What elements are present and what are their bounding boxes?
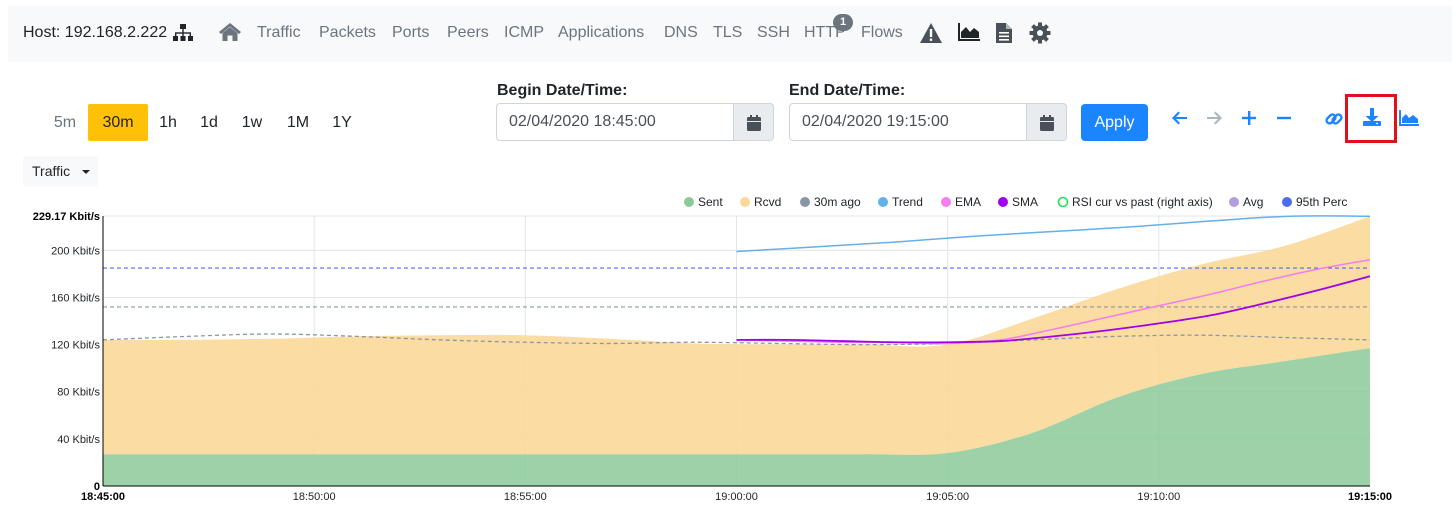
area-chart-icon[interactable]: [1399, 110, 1419, 126]
legend-marker: [941, 197, 951, 207]
nav-packets[interactable]: Packets: [319, 24, 376, 41]
nav-tls[interactable]: TLS: [713, 24, 743, 41]
x-tick-label: 18:55:00: [504, 491, 547, 503]
legend-label: Sent: [698, 195, 723, 209]
timeframe-30m[interactable]: 30m: [88, 104, 148, 141]
legend-marker: [1057, 196, 1069, 208]
area-chart-icon[interactable]: [957, 22, 981, 42]
download-highlight-box: [1345, 94, 1397, 143]
rcvd-area: [103, 216, 1370, 455]
download-icon[interactable]: [1362, 107, 1382, 127]
y-tick-label: 80 Kbit/s: [57, 387, 100, 399]
legend-label: Trend: [892, 195, 923, 209]
y-tick-label: 200 Kbit/s: [51, 245, 100, 257]
trend-line: [736, 215, 1371, 253]
legend-marker: [998, 197, 1008, 207]
timeframe-1Y[interactable]: 1Y: [332, 114, 352, 131]
begin-calendar-button[interactable]: [734, 103, 774, 141]
y-tick-label: 160 Kbit/s: [51, 292, 100, 304]
ago30-line: [102, 333, 1371, 346]
calendar-icon: [747, 115, 761, 131]
begin-datetime-input[interactable]: 02/04/2020 18:45:00: [496, 103, 734, 141]
x-tick-label: 18:45:00: [81, 491, 125, 503]
y-tick-label: 0: [94, 481, 100, 493]
legend-marker: [740, 197, 750, 207]
y-tick-label: 120 Kbit/s: [51, 340, 100, 352]
gear-icon[interactable]: [1029, 22, 1051, 44]
sent-area: [103, 348, 1370, 486]
metric-dropdown[interactable]: Traffic: [23, 156, 98, 187]
nav-icmp[interactable]: ICMP: [504, 24, 544, 41]
metric-dropdown-label: Traffic: [32, 163, 71, 179]
navbar: Host: 192.168.2.222 Traffic Packets Port…: [8, 6, 1452, 62]
x-tick-label: 18:50:00: [293, 491, 336, 503]
legend-label: RSI cur vs past (right axis): [1072, 195, 1213, 209]
x-tick-label: 19:05:00: [926, 491, 969, 503]
timeframe-1M[interactable]: 1M: [286, 114, 310, 131]
alert-icon[interactable]: [919, 22, 943, 44]
timeframe-5m[interactable]: 5m: [53, 114, 77, 131]
sma-line: [736, 275, 1371, 344]
sitemap-icon[interactable]: [173, 24, 193, 42]
x-tick-label: 19:00:00: [715, 491, 758, 503]
chart-areas: [103, 216, 1370, 486]
timeframe-1h[interactable]: 1h: [159, 114, 177, 131]
zoom-out-icon[interactable]: [1276, 110, 1292, 126]
legend-marker: [1282, 197, 1292, 207]
end-datetime-input[interactable]: 02/04/2020 19:15:00: [789, 103, 1027, 141]
legend-marker: [684, 197, 694, 207]
nav-peers[interactable]: Peers: [447, 24, 489, 41]
legend-label: 95th Perc: [1296, 195, 1347, 209]
nav-traffic[interactable]: Traffic: [257, 24, 301, 41]
caret-down-icon: [82, 170, 90, 174]
begin-datetime-label: Begin Date/Time:: [497, 82, 628, 99]
arrow-left-icon[interactable]: [1172, 110, 1188, 126]
host-label: Host: 192.168.2.222: [23, 24, 168, 41]
y-tick-label: 229.17 Kbit/s: [33, 211, 100, 223]
y-tick-label: 40 Kbit/s: [57, 434, 100, 446]
timeframe-1d[interactable]: 1d: [200, 114, 218, 131]
chart-lines: [102, 215, 1371, 346]
link-icon[interactable]: [1325, 110, 1343, 128]
nav-ssh[interactable]: SSH: [757, 24, 790, 41]
end-datetime-label: End Date/Time:: [789, 82, 906, 99]
x-tick-label: 19:15:00: [1348, 491, 1392, 503]
nav-applications[interactable]: Applications: [558, 24, 645, 41]
chart-axes: 0 40 Kbit/s 80 Kbit/s 120 Kbit/s 160 Kbit/s 2…: [33, 211, 1392, 503]
end-calendar-button[interactable]: [1027, 103, 1067, 141]
nav-flows[interactable]: Flows: [861, 24, 903, 41]
ema-line: [736, 259, 1371, 345]
legend-marker: [800, 197, 810, 207]
nav-dns[interactable]: DNS: [664, 24, 698, 41]
http-badge: 1: [833, 14, 853, 31]
traffic-chart: Sent Rcvd 30m ago Trend EMA SMA RSI cur vs pas…: [33, 195, 1392, 503]
file-icon[interactable]: [995, 22, 1013, 44]
legend-label: SMA: [1012, 195, 1038, 209]
zoom-in-icon[interactable]: [1241, 110, 1257, 126]
legend-label: EMA: [955, 195, 981, 209]
calendar-icon: [1040, 115, 1054, 131]
arrow-right-icon[interactable]: [1206, 110, 1222, 126]
legend-label: Avg: [1243, 195, 1263, 209]
legend-marker: [1229, 197, 1239, 207]
x-tick-label: 19:10:00: [1137, 491, 1180, 503]
timeframe-1w[interactable]: 1w: [241, 114, 263, 131]
chart-legend: Sent Rcvd 30m ago Trend EMA SMA RSI cur vs pas…: [684, 195, 1347, 209]
nav-ports[interactable]: Ports: [392, 24, 430, 41]
legend-label: 30m ago: [814, 195, 861, 209]
apply-button[interactable]: Apply: [1081, 104, 1148, 141]
legend-marker: [878, 197, 888, 207]
home-icon[interactable]: [218, 22, 242, 42]
legend-label: Rcvd: [754, 195, 781, 209]
